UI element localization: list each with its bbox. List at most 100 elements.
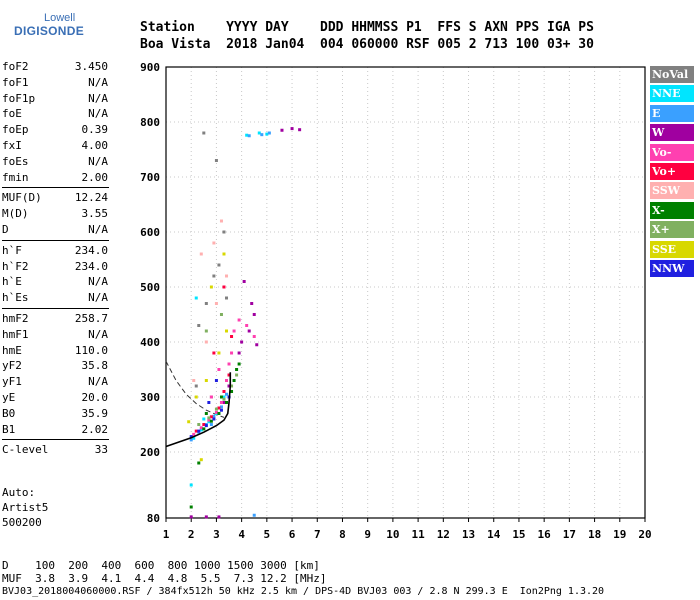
- footer-distance-row: D 100 200 400 600 800 1000 1500 3000 [km…: [2, 559, 320, 572]
- param-row-md: M(D) 3.55: [2, 207, 108, 223]
- point-nnw: [219, 408, 223, 412]
- point-nnw: [214, 379, 218, 382]
- point-vo-: [232, 329, 236, 333]
- param-value: 110.0: [74, 343, 108, 357]
- param-row-he: h`E N/A: [2, 275, 108, 291]
- param-row-hmf2: hmF2 258.7: [2, 312, 108, 328]
- param-row-hes: h`Es N/A: [2, 291, 108, 307]
- point-e: [247, 134, 251, 138]
- param-name: h`F: [2, 243, 22, 257]
- x-tick-label: 15: [512, 528, 525, 541]
- point-w: [189, 515, 193, 519]
- point-nnw: [189, 435, 193, 439]
- param-value: N/A: [88, 154, 108, 168]
- point-ssw: [212, 241, 216, 245]
- point-nne: [202, 417, 206, 421]
- y-tick-label: 700: [140, 171, 160, 184]
- point-vo-: [245, 324, 249, 327]
- point-nnw: [197, 429, 201, 433]
- param-value: N/A: [88, 91, 108, 105]
- x-tick-label: 3: [213, 528, 220, 541]
- point-ssw: [219, 219, 223, 223]
- point-w: [250, 302, 254, 305]
- point-vo-: [192, 432, 196, 436]
- param-row-foes: foEs N/A: [2, 155, 108, 171]
- point-w: [227, 384, 231, 388]
- legend-item-ssw: SSW: [650, 182, 694, 200]
- param-value: 234.0: [74, 259, 108, 273]
- point-vo+: [222, 285, 226, 289]
- point-noval: [194, 384, 198, 388]
- point-e: [212, 414, 216, 418]
- x-tick-label: 12: [437, 528, 450, 541]
- param-value: N/A: [88, 275, 108, 289]
- point-e: [252, 513, 256, 517]
- param-value: 12.24: [74, 191, 108, 205]
- param-name: foF1p: [2, 91, 36, 105]
- point-ssw: [192, 379, 196, 382]
- param-row-foe: foE N/A: [2, 107, 108, 123]
- param-row-yf1: yF1 N/A: [2, 375, 108, 391]
- x-tick-label: 14: [487, 528, 501, 541]
- param-name: B1: [2, 422, 16, 436]
- point-vo-: [207, 418, 211, 422]
- x-tick-label: 6: [289, 528, 296, 541]
- point-vo-: [237, 318, 241, 322]
- param-row-b0: B0 35.9: [2, 407, 108, 423]
- point-vo+: [202, 423, 206, 426]
- param-value: 4.00: [81, 139, 109, 152]
- param-name: yE: [2, 391, 16, 404]
- point-vo+: [194, 429, 198, 433]
- y-tick-label: 400: [140, 336, 160, 349]
- param-value: 234.0: [74, 243, 108, 257]
- point-e: [189, 438, 193, 442]
- param-row-fof2: foF2 3.450: [2, 60, 108, 76]
- y-tick-label: 600: [140, 226, 160, 239]
- x-tick-label: 10: [386, 528, 399, 541]
- point-vo-: [217, 368, 221, 371]
- point-sse: [194, 395, 198, 399]
- point-e: [209, 423, 213, 426]
- point-vo-: [225, 379, 229, 382]
- param-name: fmin: [2, 170, 29, 184]
- param-name: M(D): [2, 207, 29, 221]
- param-name: hmF2: [2, 312, 29, 325]
- legend-item-sse: SSE: [650, 240, 694, 258]
- y-tick-label: 80: [147, 512, 160, 525]
- point-vo-: [199, 426, 203, 430]
- point-sse: [187, 420, 191, 424]
- x-tick-label: 7: [314, 528, 321, 541]
- point-vo-: [209, 395, 213, 399]
- point-w: [204, 515, 208, 519]
- param-separator: [2, 187, 109, 189]
- point-x+: [214, 407, 218, 411]
- header-labels: Station YYYY DAY DDD HHMMSS P1 FFS S AXN…: [140, 20, 594, 35]
- point-x+: [230, 384, 234, 388]
- point-x+: [197, 423, 201, 426]
- point-nne: [257, 131, 261, 135]
- param-value: N/A: [88, 107, 108, 121]
- point-vo-: [252, 335, 256, 338]
- point-nne: [207, 420, 211, 424]
- point-x-: [230, 390, 234, 393]
- point-sse: [222, 252, 226, 256]
- legend-item-vo-: Vo-: [650, 143, 694, 161]
- point-w: [298, 128, 302, 132]
- point-vo+: [209, 415, 213, 419]
- param-value: 2.00: [81, 170, 109, 184]
- artist-version: 500200: [2, 516, 42, 529]
- x-tick-label: 20: [638, 528, 651, 541]
- param-value: 33: [94, 443, 108, 457]
- param-name: D: [2, 223, 9, 236]
- point-vo-: [230, 351, 234, 355]
- param-value: N/A: [88, 223, 108, 236]
- x-tick-label: 5: [264, 528, 271, 541]
- plot-frame: [165, 66, 646, 519]
- point-vo-: [214, 410, 218, 414]
- param-separator: [2, 239, 109, 241]
- point-nne: [245, 133, 249, 137]
- point-x+: [207, 416, 211, 420]
- point-nne: [265, 132, 269, 136]
- param-name: h`Es: [2, 291, 29, 305]
- point-x-: [202, 427, 206, 431]
